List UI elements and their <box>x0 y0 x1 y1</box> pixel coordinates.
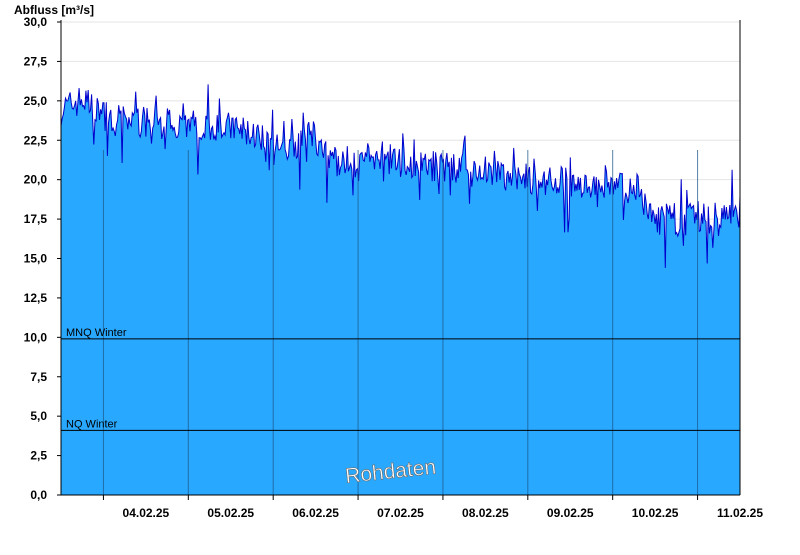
y-tick-label: 10,0 <box>24 330 48 344</box>
y-tick-label: 25,0 <box>24 94 48 108</box>
axes-layer: 0,0 2,5 5,0 7,5 10,0 12,5 15,0 17,5 20,0 22,5 25,0… <box>24 15 764 520</box>
reference-line-label: MNQ Winter <box>66 327 127 339</box>
reference-lines-layer: MNQ Winter NQ Winter <box>61 327 740 431</box>
data-area-layer <box>60 84 741 496</box>
x-tick-label: 10.02.25 <box>632 506 679 520</box>
y-axis-title: Abfluss [m³/s] <box>14 3 94 17</box>
x-tick-label: 04.02.25 <box>123 506 170 520</box>
y-tick-label: 2,5 <box>30 449 47 463</box>
y-tick-label: 22,5 <box>24 133 48 147</box>
discharge-area <box>61 84 740 496</box>
x-tick-label: 05.02.25 <box>207 506 254 520</box>
y-tick-label: 30,0 <box>24 15 48 29</box>
y-tick-label: 5,0 <box>30 409 47 423</box>
y-tick-label: 20,0 <box>24 173 48 187</box>
y-tick-label: 7,5 <box>30 370 47 384</box>
y-tick-label: 0,0 <box>30 488 47 502</box>
day-divider-layer <box>102 150 699 495</box>
discharge-line <box>60 84 741 268</box>
y-tick-label: 12,5 <box>24 291 48 305</box>
y-tick-label: 27,5 <box>24 54 48 68</box>
x-tick-label: 09.02.25 <box>547 506 594 520</box>
x-tick-label: 07.02.25 <box>377 506 424 520</box>
x-tick-label: 06.02.25 <box>292 506 339 520</box>
y-tick-label: 15,0 <box>24 252 48 266</box>
reference-line-label: NQ Winter <box>66 418 118 430</box>
y-tick-label: 17,5 <box>24 212 48 226</box>
x-tick-label: 11.02.25 <box>717 506 763 520</box>
x-tick-label: 08.02.25 <box>462 506 509 520</box>
